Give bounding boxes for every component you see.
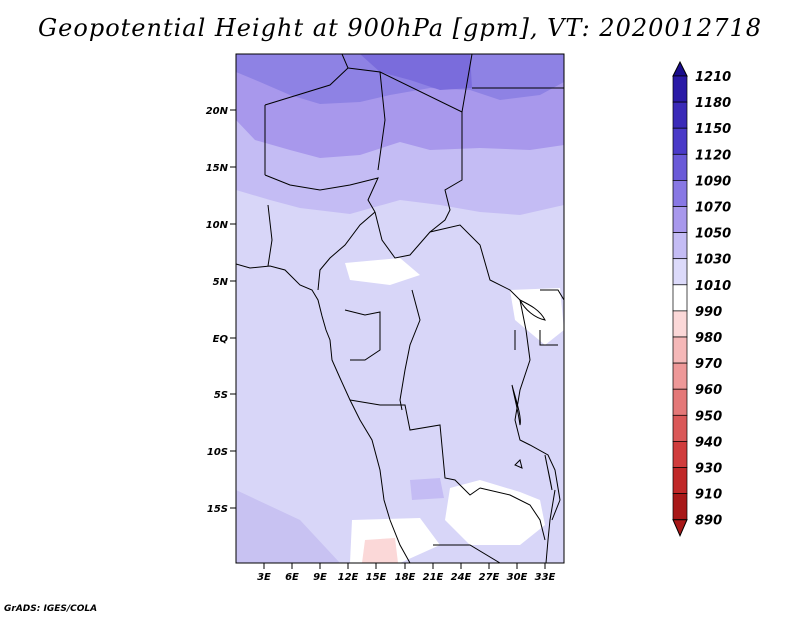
colorbar-label: 970 (695, 357, 722, 372)
border-algeria-mali (264, 54, 349, 106)
colorbar-swatch (672, 232, 688, 260)
footer-credit: GrADS: IGES/COLA (4, 604, 98, 614)
lake-albert (518, 298, 546, 321)
border-zambia (479, 487, 546, 541)
colorbar-label: 980 (695, 331, 722, 346)
colorbar-arrow-bottom (672, 519, 688, 537)
border-east (514, 299, 561, 521)
field-pink-990 (362, 538, 398, 563)
map-frame (235, 53, 565, 564)
border-chad-sudan (429, 112, 463, 233)
colorbar-label: 1070 (695, 201, 731, 216)
colorbar-swatch (672, 336, 688, 364)
colorbar-swatch (672, 493, 688, 521)
colorbar-swatch (672, 180, 688, 207)
border-kenya-tanzania (539, 330, 558, 346)
colorbar-label: 890 (695, 514, 722, 529)
lon-label: 27E (479, 572, 500, 583)
colorbar-label: 1010 (695, 279, 731, 294)
lon-label: 15E (366, 572, 387, 583)
colorbar-label: 950 (695, 409, 722, 424)
colorbar-label: 940 (695, 435, 722, 450)
colorbar-swatch (672, 467, 688, 494)
lake-malawi (544, 454, 553, 491)
border-namibia (433, 544, 501, 563)
colorbar-label: 990 (695, 305, 722, 320)
colorbar-swatch (672, 258, 688, 286)
field-white-zambia (445, 480, 545, 545)
lon-label: 9E (313, 572, 327, 583)
colorbar-label: 1050 (695, 227, 731, 242)
colorbar-swatch (672, 284, 688, 312)
border-uganda-kenya (540, 289, 564, 301)
field-white-5N (345, 258, 420, 285)
border-angola-drc (349, 399, 481, 496)
colorbar-label: 1150 (695, 122, 731, 137)
colorbar-label: 930 (695, 462, 722, 477)
colorbar-swatch (672, 310, 688, 338)
lon-axis: 3E 6E 9E 12E 15E 18E 21E 24E 27E 30E 33E (257, 563, 556, 583)
field-1090-1120 (360, 54, 472, 90)
lon-label: 24E (451, 572, 472, 583)
lon-label: 33E (535, 572, 556, 583)
border-nigeria-cameroon (317, 211, 376, 291)
lat-label: 10S (207, 447, 228, 458)
colorbar-swatch (672, 206, 688, 233)
lat-axis: 20N 15N 10N 5N EQ 5S 10S 15S (206, 106, 236, 515)
colorbar-swatch (672, 127, 688, 155)
lon-label: 30E (507, 572, 528, 583)
colorbar-swatch (672, 362, 688, 390)
lon-label: 21E (423, 572, 444, 583)
lat-label: 5S (214, 390, 228, 401)
lon-label: 18E (395, 572, 416, 583)
border-mozambique (545, 489, 556, 563)
field-patch (410, 478, 444, 500)
colorbar-arrow-top (672, 60, 688, 77)
lon-label: 6E (285, 572, 299, 583)
colorbar-label: 1210 (695, 70, 731, 85)
coastline-west (236, 263, 411, 563)
colorbar-label: 910 (695, 488, 722, 503)
lat-label: 10N (206, 220, 229, 231)
lakes (511, 298, 553, 491)
border-benin-nigeria (267, 204, 273, 267)
lake-small (514, 459, 523, 469)
colorbar-swatch (672, 414, 688, 442)
field-sw-1030 (236, 490, 340, 563)
colorbar-swatch (672, 101, 688, 129)
colorbar-swatch (672, 153, 688, 181)
lat-label: 20N (206, 106, 229, 117)
height-field (236, 54, 564, 563)
lat-label: 15S (207, 504, 228, 515)
lat-label: 15N (206, 163, 229, 174)
colorbar-swatch (672, 75, 688, 103)
colorbar-label: 960 (695, 383, 722, 398)
lat-label: 5N (213, 277, 229, 288)
border-congo-drc (399, 289, 421, 411)
border-gabon (344, 309, 381, 361)
lon-label: 12E (338, 572, 359, 583)
colorbar-label: 1030 (695, 253, 731, 268)
colorbar-label: 1090 (695, 174, 731, 189)
border-niger-nigeria (264, 174, 379, 213)
colorbar-label: 1180 (695, 96, 731, 111)
colorbar-swatch (672, 388, 688, 416)
lat-label: EQ (213, 334, 229, 345)
border-niger-libya (347, 67, 386, 171)
colorbar-label: 1120 (695, 148, 731, 163)
colorbar-swatch (672, 441, 688, 468)
chart-title: Geopotential Height at 900hPa [gpm], VT:… (38, 14, 762, 42)
colorbar: 1210 1180 1150 1120 1090 1070 1050 1030 1010 990 9… (672, 60, 731, 537)
border-car (374, 211, 521, 301)
lon-label: 3E (257, 572, 271, 583)
borders (236, 54, 564, 563)
lake-tanganyika (511, 384, 521, 426)
field-1070-1090 (236, 54, 564, 104)
